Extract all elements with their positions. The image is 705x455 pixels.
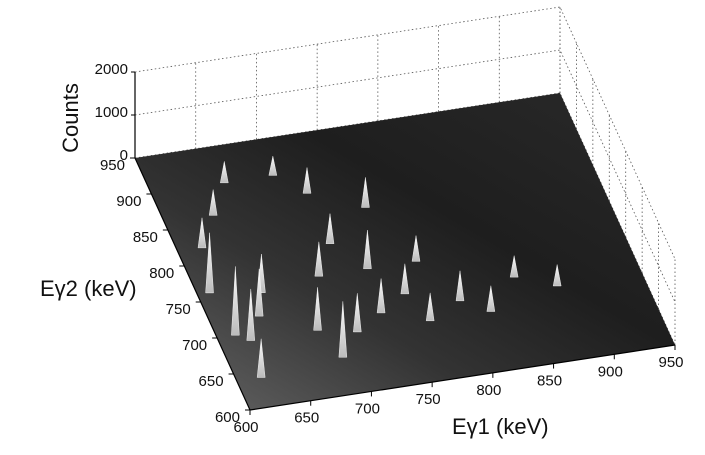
x-axis-line — [249, 344, 676, 411]
z-tick-label: 0 — [120, 147, 128, 164]
x-tick-label: 800 — [476, 382, 501, 399]
x-tick-label: 600 — [233, 419, 258, 436]
peak — [313, 287, 322, 331]
peak — [486, 285, 496, 312]
y-tick-label: 850 — [133, 229, 158, 246]
peak — [509, 255, 519, 278]
z-axis-label: Counts — [58, 83, 83, 153]
peak — [208, 189, 218, 216]
peak — [338, 301, 348, 358]
peak — [205, 232, 214, 294]
x-tick-label: 900 — [598, 363, 623, 380]
peak — [376, 278, 386, 314]
y-axis-label: Eγ2 (keV) — [40, 276, 137, 301]
x-tick-label: 950 — [658, 354, 683, 371]
peak — [231, 266, 240, 336]
x-tick-label: 650 — [294, 410, 319, 427]
y-tick-label: 600 — [215, 409, 240, 426]
y-tick-label: 800 — [149, 265, 174, 282]
peak — [325, 213, 335, 244]
y-tick-label: 900 — [116, 193, 141, 210]
x-tick-label: 850 — [537, 373, 562, 390]
z-tick-label: 1000 — [95, 104, 128, 121]
peak — [254, 268, 264, 317]
peak — [256, 338, 266, 378]
peak — [302, 167, 312, 194]
peak — [400, 263, 410, 295]
peak — [268, 156, 278, 176]
y-tick-label: 750 — [166, 301, 191, 318]
peak — [197, 217, 207, 249]
y-axis-line — [134, 157, 251, 411]
x-tick-label: 700 — [355, 400, 380, 417]
surface-floor — [135, 93, 675, 410]
y-tick-label: 950 — [100, 157, 125, 174]
peak — [455, 270, 465, 302]
y-tick-label: 650 — [199, 373, 224, 390]
x-tick-label: 750 — [416, 391, 441, 408]
peak — [220, 161, 229, 184]
peak — [363, 230, 372, 269]
peak — [411, 235, 421, 262]
peak — [552, 264, 562, 287]
y-tick-label: 700 — [182, 337, 207, 354]
z-tick-label: 2000 — [95, 61, 128, 78]
peak — [361, 177, 370, 208]
peak — [425, 292, 435, 322]
peak — [353, 293, 362, 333]
x-axis-label: Eγ1 (keV) — [452, 414, 549, 439]
peak — [246, 288, 256, 341]
peak — [314, 241, 324, 277]
